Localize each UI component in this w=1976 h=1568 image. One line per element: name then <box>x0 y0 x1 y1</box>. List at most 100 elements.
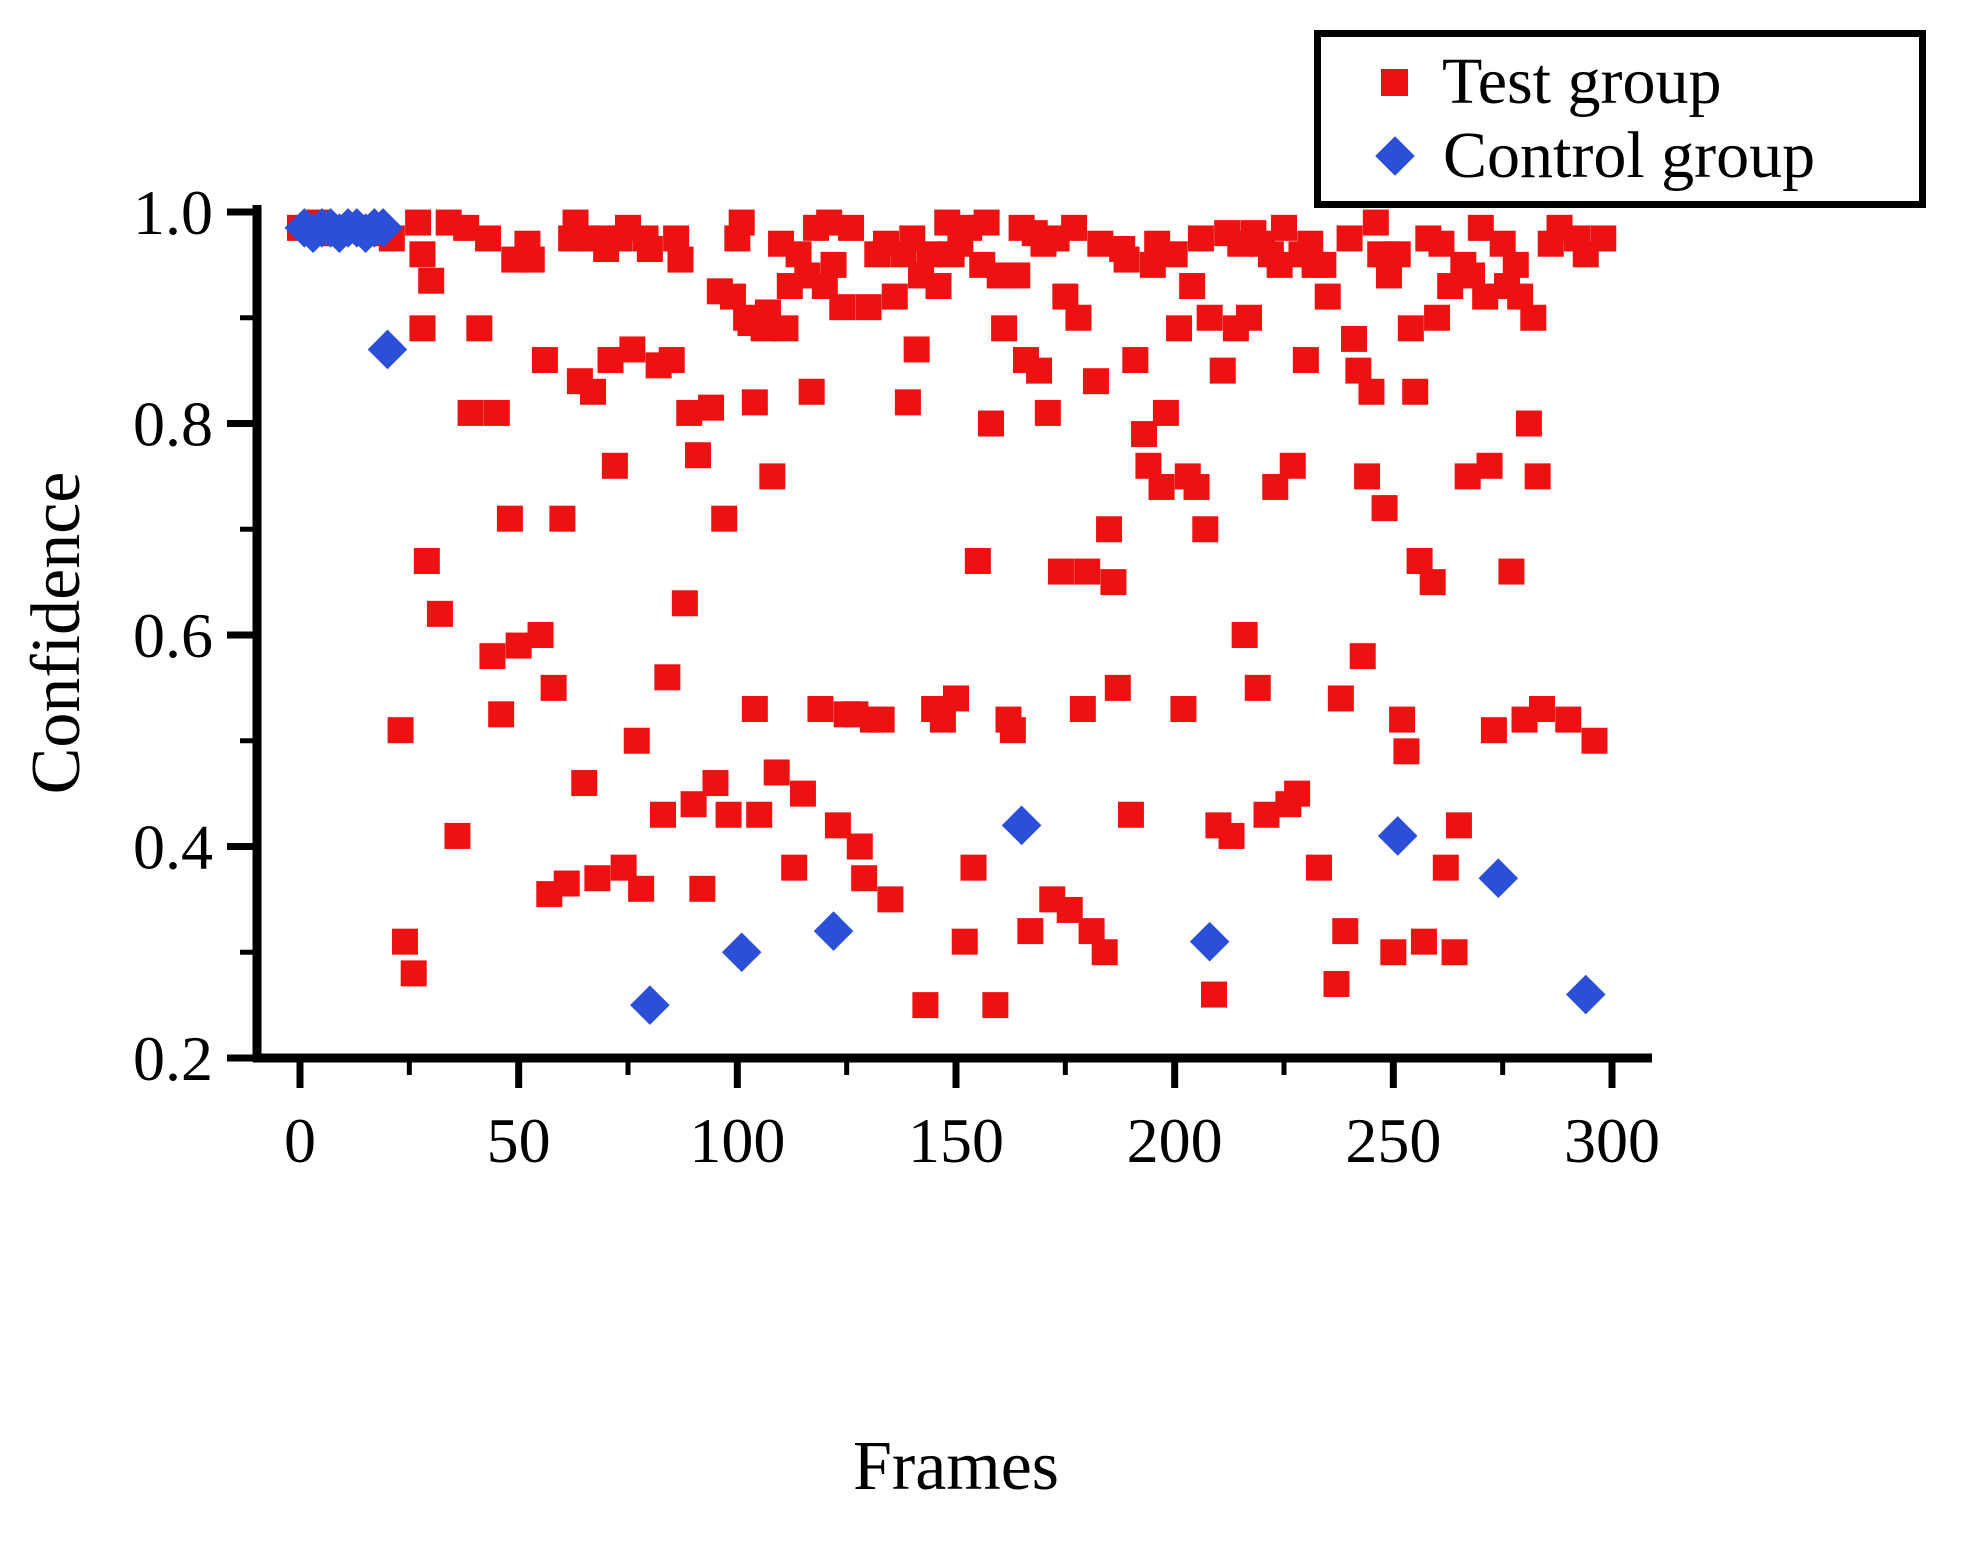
legend-item-control-group: Control group <box>1321 123 1919 189</box>
test-group-point <box>1122 347 1149 374</box>
test-group-point <box>1161 241 1188 268</box>
test-group-point <box>807 696 834 723</box>
test-group-point <box>483 399 510 426</box>
test-group-point <box>1502 251 1529 278</box>
test-group-point <box>759 463 786 490</box>
test-group-point <box>540 674 567 701</box>
test-group-point <box>1424 304 1451 331</box>
test-group-point <box>1279 452 1306 479</box>
test-group-point <box>1310 251 1337 278</box>
test-group-point <box>488 701 515 728</box>
test-group-point <box>1065 304 1092 331</box>
test-group-point <box>1034 399 1061 426</box>
test-group-point <box>1113 246 1140 273</box>
test-group-point <box>798 378 825 405</box>
control-group-point <box>367 329 408 370</box>
test-group-point <box>601 452 628 479</box>
test-group-point <box>1454 463 1481 490</box>
test-group-point <box>1074 558 1101 585</box>
test-group-point <box>912 992 939 1019</box>
test-group-point <box>711 505 738 532</box>
test-group-point <box>1498 558 1525 585</box>
test-group-point <box>1187 225 1214 252</box>
test-group-point <box>741 389 768 416</box>
test-group-point <box>1515 410 1542 437</box>
test-group-point <box>1555 706 1582 733</box>
test-group-point <box>772 315 799 342</box>
test-group-point <box>1305 854 1332 881</box>
test-group-marker-icon <box>1381 68 1408 96</box>
test-group-point <box>1271 214 1297 241</box>
legend-label-control-group: Control group <box>1443 119 1816 192</box>
test-group-point <box>781 854 808 881</box>
test-group-point <box>1432 854 1459 881</box>
test-group-point <box>1480 717 1507 744</box>
test-group-point <box>1236 304 1263 331</box>
test-group-point <box>684 442 711 469</box>
test-group-point <box>951 928 978 955</box>
test-group-point <box>1476 452 1503 479</box>
test-group-point <box>1192 516 1219 543</box>
test-group-point <box>457 399 484 426</box>
test-group-point <box>960 854 987 881</box>
test-group-point <box>1170 696 1197 723</box>
test-group-point <box>973 209 1000 236</box>
test-group-point <box>916 241 943 268</box>
test-group-point <box>654 664 681 691</box>
test-group-point <box>1354 463 1381 490</box>
test-group-point <box>1524 463 1551 490</box>
test-group-point <box>816 209 843 236</box>
test-group-point <box>671 590 698 617</box>
test-group-point <box>405 209 432 236</box>
test-group-point <box>1266 251 1293 278</box>
test-group-point <box>658 347 685 374</box>
test-group-point <box>1096 516 1123 543</box>
test-group-point <box>1336 225 1363 252</box>
control-group-point <box>1565 974 1606 1015</box>
test-group-point <box>619 336 646 363</box>
control-group-point <box>1189 921 1230 962</box>
test-group-point <box>580 378 607 405</box>
test-group-point <box>475 225 502 252</box>
control-group-point <box>363 208 403 248</box>
test-group-point <box>387 717 414 744</box>
test-group-point <box>1520 304 1547 331</box>
test-group-point <box>1087 230 1114 257</box>
test-group-point <box>1529 696 1556 723</box>
test-group-point <box>943 685 969 712</box>
x-tick-label: 200 <box>1127 1105 1223 1176</box>
test-group-point <box>571 770 598 797</box>
test-group-point <box>1441 939 1468 966</box>
test-group-point <box>667 246 694 273</box>
test-group-point <box>1384 241 1411 268</box>
test-group-point <box>1082 368 1109 395</box>
test-group-point <box>409 315 436 342</box>
test-group-point <box>1397 315 1424 342</box>
test-group-point <box>982 992 1009 1019</box>
test-group-point <box>789 780 816 807</box>
test-group-point <box>1314 283 1341 310</box>
test-group-point <box>1231 622 1258 648</box>
test-group-point <box>838 214 865 241</box>
test-group-point <box>903 336 930 363</box>
test-group-point <box>680 791 707 818</box>
test-group-point <box>1292 347 1319 374</box>
x-tick-label: 150 <box>908 1105 1004 1176</box>
y-tick-label: 0.2 <box>133 1023 213 1094</box>
test-group-point <box>1152 399 1179 426</box>
test-group-point <box>1410 928 1437 955</box>
test-group-point <box>505 632 532 659</box>
test-group-point <box>820 251 847 278</box>
test-group-point <box>1131 421 1158 448</box>
test-group-point <box>925 273 952 300</box>
test-group-point <box>636 236 663 263</box>
x-axis-title: Frames <box>852 1428 1060 1505</box>
test-group-point <box>426 600 453 627</box>
test-group-point <box>1017 918 1044 945</box>
test-group-point <box>829 294 856 321</box>
test-group-point <box>1004 262 1031 289</box>
test-group-point <box>527 622 554 648</box>
test-group-point <box>1445 812 1472 839</box>
test-group-point <box>649 801 676 828</box>
